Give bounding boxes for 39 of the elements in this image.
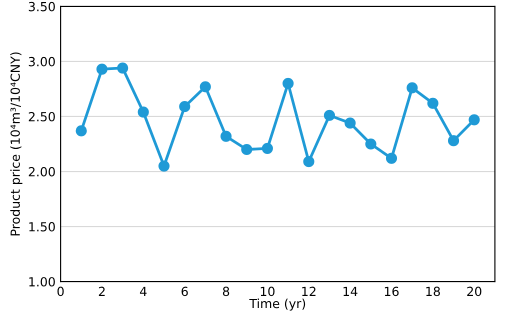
point [365,138,376,150]
x-tick-label: 6 [182,286,188,296]
point [344,118,356,129]
point [138,106,149,118]
x-tick-label: 14 [344,286,358,296]
x-tick-label: 16 [384,286,399,296]
x-tick-label: 2 [98,286,105,296]
point [406,82,418,94]
point [220,130,232,142]
y-tick-label: 1.00 [29,277,55,287]
x-tick-label: 4 [140,286,147,296]
point [200,81,211,92]
x-tick-label: 18 [426,286,440,296]
y-tick-label: 3.50 [28,2,55,12]
point [241,144,252,156]
y-tick-label: 2.50 [28,112,55,122]
x-tick-label: 12 [302,286,316,296]
point [262,142,273,154]
point [158,160,170,172]
x-tick-label: 8 [222,286,230,296]
point [386,152,398,164]
x-axis-title: Time (yr) [249,298,306,311]
x-tick-label: 10 [260,286,275,296]
x-tick-label: 0 [57,286,64,296]
y-tick-label: 1.50 [29,222,55,232]
point [303,156,314,168]
point [282,78,294,90]
point [448,135,460,146]
x-tick-label: 20 [467,286,482,296]
y-tick-label: 2.00 [28,166,55,176]
point [96,64,108,75]
point [76,125,87,136]
point [427,98,438,109]
point [179,101,190,112]
y-tick-label: 3.00 [28,56,55,66]
point [117,62,128,74]
point [468,114,480,126]
point [324,110,336,121]
y-axis-title: Product price (10⁴m³/10⁴CNY) [10,52,22,236]
